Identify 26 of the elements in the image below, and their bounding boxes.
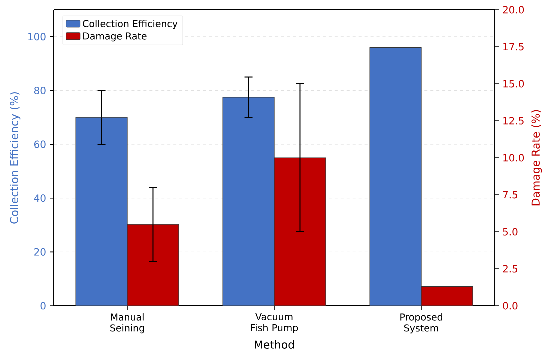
y2-tick-label: 5.0 [503, 228, 518, 236]
legend-label: Collection Efficiency [83, 20, 178, 30]
x-axis-title: Method [255, 340, 294, 349]
bar [370, 47, 422, 306]
y-axis-title: Collection Efficiency (%) [10, 92, 21, 224]
y-tick-label: 60 [34, 140, 46, 148]
y-tick-label: 0 [40, 302, 46, 310]
bar [76, 117, 128, 306]
legend-label: Damage Rate [84, 32, 147, 42]
x-tick-label: Manual Seining [110, 314, 144, 334]
y-tick-label: 100 [28, 33, 46, 41]
y2-tick-label: 10.0 [504, 154, 524, 162]
x-tick-label: Vacuum Fish Pump [251, 314, 298, 334]
y-tick-label: 20 [34, 248, 46, 256]
y2-axis-title: Damage Rate (%) [532, 110, 542, 206]
y2-tick-label: 17.5 [504, 43, 524, 51]
bar [421, 286, 474, 306]
y2-tick-label: 15.0 [504, 80, 524, 88]
y2-tick-label: 12.5 [504, 117, 524, 125]
y2-tick-label: 20.0 [503, 6, 524, 14]
y2-tick-label: 7.5 [503, 191, 518, 199]
x-tick-label: Proposed System [400, 314, 442, 334]
y2-tick-label: 2.5 [503, 265, 518, 273]
y-tick-label: 40 [34, 194, 46, 202]
y-tick-label: 80 [34, 86, 46, 94]
y2-tick-label: 0.0 [503, 302, 518, 310]
